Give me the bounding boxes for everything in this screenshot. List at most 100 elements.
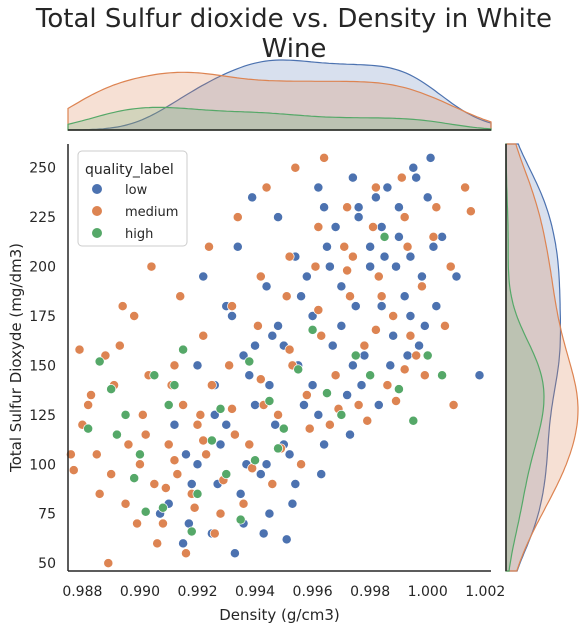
point-low — [307, 380, 318, 391]
point-medium — [273, 409, 284, 420]
point-low — [287, 498, 298, 509]
point-high — [322, 388, 332, 399]
point-medium — [310, 261, 321, 272]
y-axis-label: Total Sulfur Dioxyde (mg/dm3) — [7, 243, 25, 473]
point-low — [247, 192, 258, 203]
point-medium — [416, 281, 427, 292]
point-low — [186, 479, 197, 489]
point-medium — [382, 380, 393, 391]
point-low — [405, 311, 416, 321]
point-medium — [353, 399, 364, 410]
point-high — [163, 399, 174, 410]
point-medium — [158, 518, 168, 529]
point-high — [264, 396, 275, 406]
point-medium — [232, 212, 243, 223]
legend-label-high: high — [125, 227, 153, 242]
point-high — [379, 231, 390, 242]
point-low — [336, 320, 347, 331]
point-low — [238, 350, 249, 361]
point-low — [474, 370, 485, 381]
y-tick-label: 200 — [29, 260, 56, 276]
point-medium — [94, 488, 105, 499]
point-medium — [169, 360, 180, 371]
x-tick-label: 0.992 — [177, 584, 217, 600]
legend-marker-low — [92, 184, 102, 194]
point-low — [359, 350, 370, 361]
point-medium — [440, 320, 450, 331]
point-medium — [181, 548, 191, 559]
point-medium — [209, 528, 220, 539]
point-medium — [114, 340, 125, 351]
right-kde-medium — [505, 143, 579, 572]
point-medium — [100, 350, 111, 361]
point-medium — [313, 305, 324, 316]
point-low — [419, 320, 430, 331]
point-medium — [215, 508, 226, 519]
point-medium — [120, 498, 131, 509]
legend-title: quality_label — [85, 162, 174, 178]
point-high — [221, 469, 232, 480]
right-marginal-kde — [505, 143, 579, 572]
point-low — [399, 291, 410, 302]
point-low — [215, 439, 226, 450]
point-low — [296, 291, 307, 302]
point-medium — [178, 399, 189, 410]
point-high — [129, 473, 140, 484]
point-low — [428, 241, 439, 252]
y-tick-label: 50 — [38, 556, 56, 572]
legend-box — [77, 150, 188, 247]
point-medium — [330, 370, 341, 381]
point-low — [324, 261, 335, 272]
point-low — [422, 192, 433, 203]
point-medium — [74, 344, 85, 355]
point-medium — [238, 498, 249, 509]
point-medium — [399, 212, 410, 223]
point-medium — [290, 162, 301, 173]
y-tick-label: 250 — [29, 161, 56, 177]
point-medium — [448, 399, 459, 410]
x-tick-label: 1.000 — [408, 584, 448, 600]
point-medium — [370, 182, 381, 193]
point-low — [192, 360, 203, 371]
point-low — [313, 409, 324, 420]
point-high — [158, 502, 168, 513]
point-low — [385, 360, 396, 371]
point-medium — [86, 390, 96, 401]
point-low — [393, 202, 404, 213]
point-medium — [201, 449, 212, 460]
point-low — [198, 271, 209, 282]
point-high — [169, 380, 180, 391]
point-medium — [342, 202, 353, 213]
point-high — [365, 370, 376, 381]
point-low — [376, 301, 387, 312]
point-medium — [301, 390, 312, 401]
point-medium — [431, 202, 442, 213]
point-low — [376, 222, 387, 232]
point-medium — [152, 538, 163, 549]
point-high — [178, 344, 189, 355]
point-low — [347, 360, 358, 371]
point-medium — [83, 399, 94, 410]
point-low — [192, 459, 203, 470]
point-low — [370, 192, 381, 203]
point-low — [273, 212, 284, 223]
point-low — [414, 340, 425, 351]
point-high — [235, 514, 246, 525]
point-medium — [411, 350, 422, 361]
point-low — [316, 469, 327, 480]
point-medium — [376, 291, 387, 302]
x-axis-label: Density (g/cm3) — [219, 606, 339, 624]
legend-marker-high — [92, 228, 102, 238]
point-medium — [229, 429, 240, 440]
point-medium — [261, 182, 272, 193]
point-low — [281, 534, 292, 545]
point-medium — [192, 419, 203, 430]
point-medium — [428, 231, 439, 242]
point-medium — [244, 439, 255, 450]
top-kde-high — [67, 106, 492, 131]
point-medium — [140, 429, 151, 440]
point-low — [347, 172, 358, 183]
point-low — [382, 182, 393, 193]
